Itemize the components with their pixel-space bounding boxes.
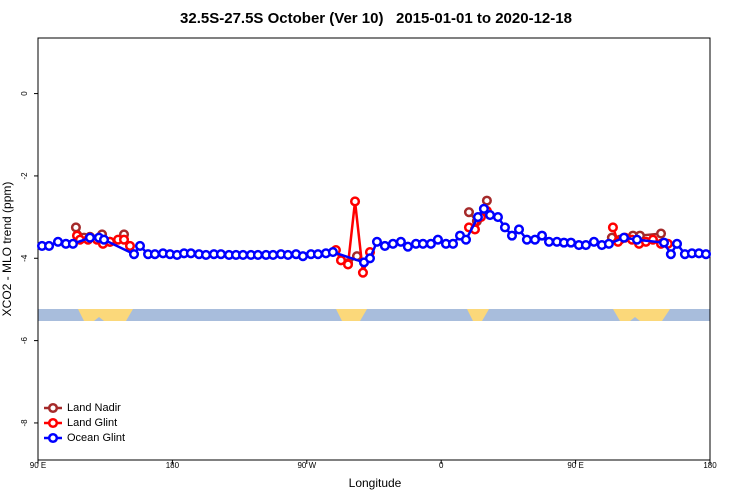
- point: [364, 253, 376, 264]
- point: [349, 196, 361, 207]
- point: [580, 240, 591, 251]
- point: [185, 248, 196, 259]
- point: [665, 249, 676, 260]
- point: [529, 234, 541, 245]
- point: [124, 240, 136, 251]
- point: [327, 247, 338, 258]
- point: [312, 249, 324, 260]
- point: [70, 222, 81, 233]
- point: [282, 249, 294, 261]
- y-tick-label: -8: [20, 419, 29, 427]
- point: [134, 240, 146, 251]
- point: [492, 212, 503, 223]
- point: [425, 238, 436, 249]
- point: [268, 249, 279, 261]
- point: [481, 195, 492, 206]
- point: [513, 224, 525, 235]
- point: [395, 236, 406, 247]
- point: [118, 234, 130, 245]
- point: [536, 230, 548, 241]
- point: [565, 237, 577, 248]
- point: [252, 249, 264, 261]
- point: [357, 267, 368, 278]
- point: [432, 234, 443, 245]
- point: [700, 249, 712, 260]
- point: [472, 212, 483, 223]
- point: [237, 249, 249, 261]
- x-tick-label: 90 E: [30, 461, 46, 470]
- series: [71, 196, 673, 278]
- x-tick-label: 180: [166, 461, 180, 470]
- point: [521, 234, 532, 245]
- x-axis-label: Longitude: [349, 476, 402, 490]
- y-tick-label: -2: [20, 172, 29, 180]
- point: [607, 222, 618, 233]
- point: [387, 238, 399, 249]
- y-tick-label: 0: [20, 91, 29, 96]
- point: [447, 238, 459, 249]
- point: [671, 238, 683, 249]
- point: [588, 236, 600, 247]
- point: [67, 238, 78, 249]
- point: [603, 238, 614, 249]
- point: [52, 236, 64, 247]
- point: [402, 241, 413, 252]
- point: [506, 230, 518, 241]
- point: [149, 249, 160, 260]
- legend-label: Land Glint: [67, 417, 117, 429]
- x-tick-label: 90 W: [297, 461, 316, 470]
- x-tick-label: 90 E: [567, 461, 583, 470]
- y-tick-label: -4: [20, 254, 29, 262]
- point: [84, 232, 96, 243]
- legend: Land Nadir Land Glint Ocean Glint: [44, 402, 125, 444]
- legend-marker: [47, 402, 59, 414]
- x-tick-label: 180: [703, 461, 717, 470]
- point: [200, 249, 212, 261]
- point: [543, 236, 555, 247]
- point: [297, 251, 308, 262]
- point: [478, 203, 489, 214]
- point: [215, 249, 226, 260]
- point: [655, 228, 667, 239]
- point: [371, 236, 383, 247]
- point: [342, 259, 354, 270]
- y-axis-label: XCO2 - MLO trend (ppm): [0, 182, 14, 317]
- point: [379, 240, 390, 251]
- point: [417, 238, 429, 249]
- point: [499, 222, 511, 233]
- legend-label: Land Nadir: [67, 402, 121, 414]
- legend-marker: [47, 432, 59, 444]
- legend-label: Ocean Glint: [67, 432, 125, 444]
- point: [44, 240, 55, 251]
- point: [631, 234, 643, 245]
- point: [618, 232, 630, 243]
- series: [36, 203, 712, 268]
- legend-marker: [47, 417, 59, 429]
- land-ocean-strip: [38, 309, 710, 321]
- x-tick-label: 0: [439, 461, 444, 470]
- point: [463, 207, 475, 218]
- point: [128, 249, 140, 260]
- chart-title: 32.5S-27.5S October (Ver 10) 2015-01-01 …: [180, 10, 572, 27]
- point: [98, 234, 110, 245]
- point: [335, 255, 347, 266]
- y-tick-label: -6: [20, 337, 29, 345]
- point: [658, 237, 670, 248]
- point: [460, 234, 472, 245]
- plot-frame: [37, 37, 711, 461]
- point: [484, 209, 496, 221]
